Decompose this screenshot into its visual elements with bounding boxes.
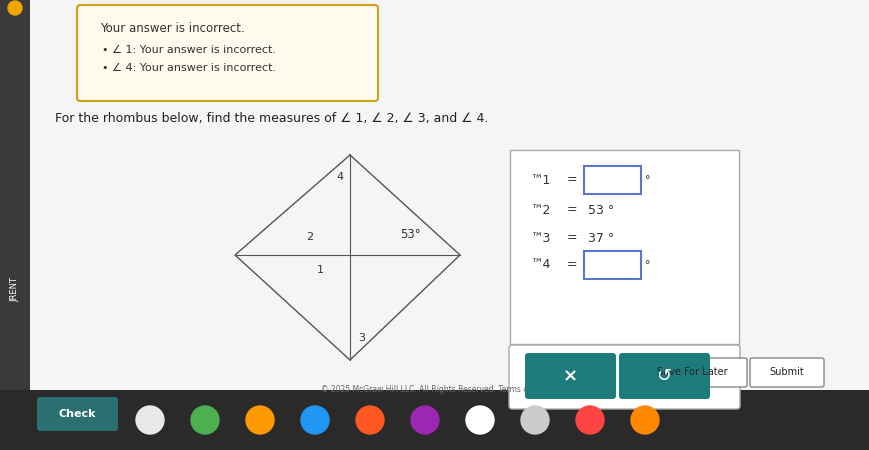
Circle shape xyxy=(246,406,274,434)
Text: ↺: ↺ xyxy=(656,367,672,385)
Circle shape xyxy=(356,406,384,434)
FancyBboxPatch shape xyxy=(584,166,641,194)
Circle shape xyxy=(411,406,439,434)
Text: ™2: ™2 xyxy=(530,203,550,216)
Text: • ∠ 1: Your answer is incorrect.: • ∠ 1: Your answer is incorrect. xyxy=(102,45,276,55)
FancyBboxPatch shape xyxy=(30,0,869,390)
Circle shape xyxy=(191,406,219,434)
FancyBboxPatch shape xyxy=(638,358,747,387)
Text: ×: × xyxy=(562,367,578,385)
FancyBboxPatch shape xyxy=(509,345,740,409)
FancyBboxPatch shape xyxy=(0,390,869,450)
FancyBboxPatch shape xyxy=(619,353,710,399)
Circle shape xyxy=(466,406,494,434)
Text: For the rhombus below, find the measures of ∠ 1, ∠ 2, ∠ 3, and ∠ 4.: For the rhombus below, find the measures… xyxy=(55,112,488,125)
Circle shape xyxy=(576,406,604,434)
Text: 4: 4 xyxy=(336,172,343,182)
Text: Check: Check xyxy=(58,409,96,419)
Text: 3: 3 xyxy=(359,333,366,343)
Text: °: ° xyxy=(645,175,651,185)
Text: Save For Later: Save For Later xyxy=(657,367,727,377)
FancyBboxPatch shape xyxy=(37,397,118,431)
Text: ™1: ™1 xyxy=(530,174,550,186)
Text: JRENT: JRENT xyxy=(10,278,19,302)
Text: =: = xyxy=(567,231,577,244)
FancyBboxPatch shape xyxy=(750,358,824,387)
Text: ™3: ™3 xyxy=(530,231,550,244)
Text: °: ° xyxy=(645,260,651,270)
Text: 53°: 53° xyxy=(400,229,421,242)
FancyBboxPatch shape xyxy=(510,150,739,344)
Text: =: = xyxy=(567,203,577,216)
Text: • ∠ 4: Your answer is incorrect.: • ∠ 4: Your answer is incorrect. xyxy=(102,63,276,73)
Text: =: = xyxy=(567,174,577,186)
Circle shape xyxy=(301,406,329,434)
Circle shape xyxy=(521,406,549,434)
Circle shape xyxy=(136,406,164,434)
Text: 1: 1 xyxy=(316,265,323,275)
Text: ™4: ™4 xyxy=(530,258,550,271)
Circle shape xyxy=(631,406,659,434)
Text: Your answer is incorrect.: Your answer is incorrect. xyxy=(100,22,245,35)
Text: Submit: Submit xyxy=(770,367,805,377)
Text: =: = xyxy=(567,258,577,271)
FancyBboxPatch shape xyxy=(525,353,616,399)
Circle shape xyxy=(8,1,22,15)
FancyBboxPatch shape xyxy=(584,251,641,279)
Text: © 2025 McGraw Hill LLC. All Rights Reserved. Terms of Use: © 2025 McGraw Hill LLC. All Rights Reser… xyxy=(321,385,547,394)
Text: 2: 2 xyxy=(307,232,314,242)
Text: 53 °: 53 ° xyxy=(588,203,614,216)
FancyBboxPatch shape xyxy=(0,0,30,450)
FancyBboxPatch shape xyxy=(77,5,378,101)
Text: 37 °: 37 ° xyxy=(588,231,614,244)
